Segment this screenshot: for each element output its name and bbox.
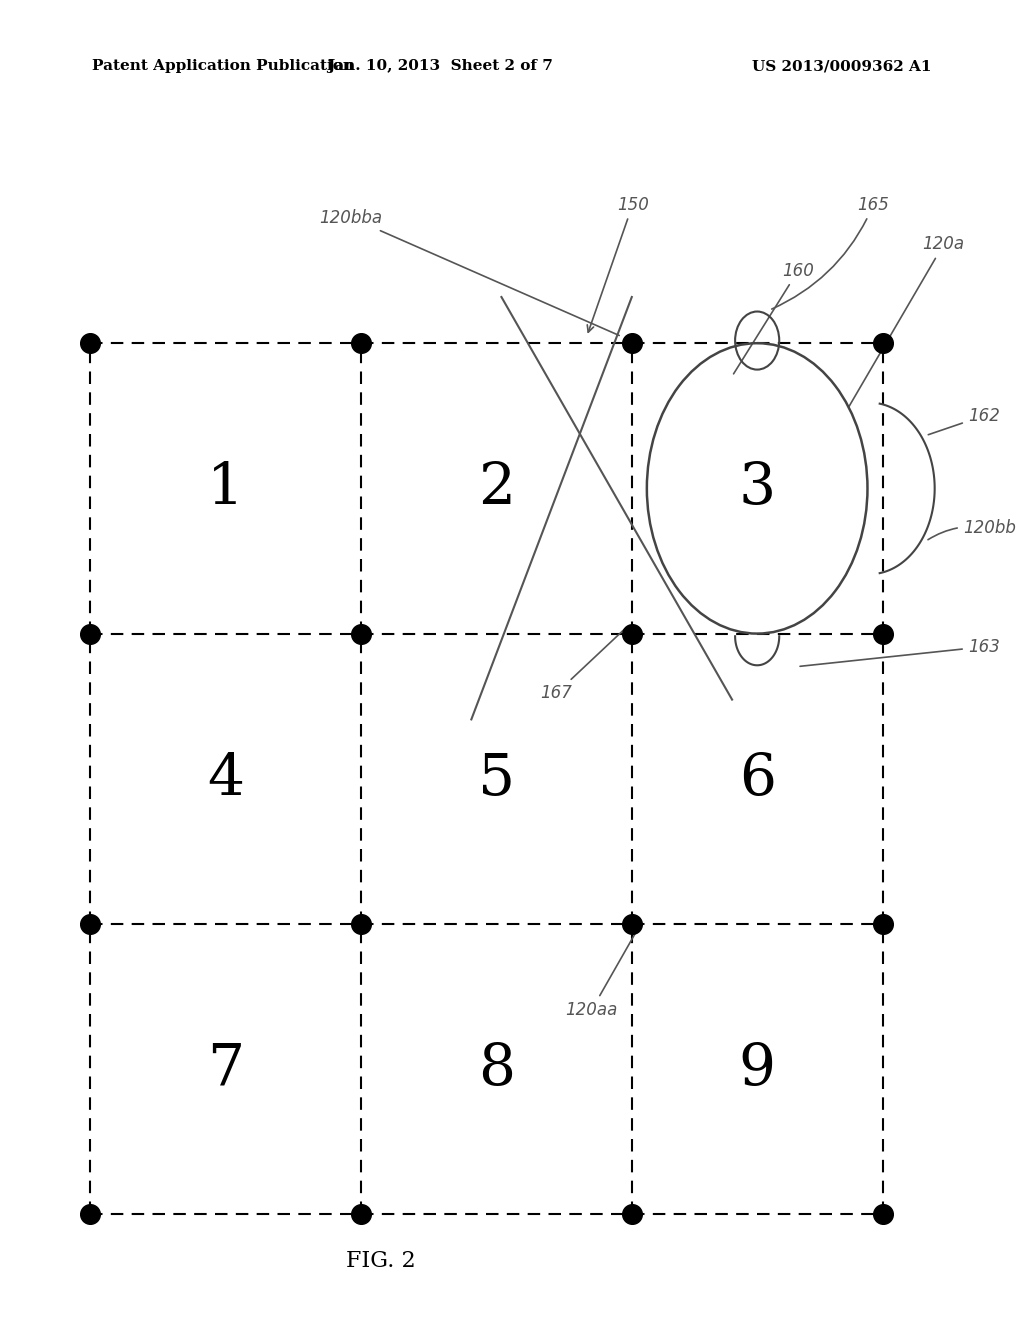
Point [82,333,98,354]
Text: 120bba: 120bba [319,209,620,335]
Point [874,623,891,644]
Point [82,1204,98,1225]
Text: 6: 6 [738,751,775,807]
Text: 5: 5 [478,751,515,807]
Point [624,623,640,644]
Point [82,623,98,644]
Text: 120a: 120a [849,235,965,407]
Text: 7: 7 [207,1041,244,1097]
Text: 150: 150 [587,195,648,333]
Text: 1: 1 [207,461,244,516]
Text: 160: 160 [733,261,814,374]
Text: Jan. 10, 2013  Sheet 2 of 7: Jan. 10, 2013 Sheet 2 of 7 [328,59,553,74]
Text: 120bb: 120bb [928,519,1016,540]
Point [874,333,891,354]
Point [624,1204,640,1225]
Point [353,913,370,935]
Point [624,333,640,354]
Point [82,913,98,935]
Text: FIG. 2: FIG. 2 [346,1250,416,1271]
Text: US 2013/0009362 A1: US 2013/0009362 A1 [753,59,932,74]
Text: 4: 4 [207,751,244,807]
Text: 163: 163 [800,638,999,667]
Text: 9: 9 [738,1041,775,1097]
Point [353,1204,370,1225]
Point [353,333,370,354]
Point [874,1204,891,1225]
Point [353,623,370,644]
Text: 3: 3 [738,461,776,516]
Text: 162: 162 [929,407,999,434]
Text: Patent Application Publication: Patent Application Publication [92,59,354,74]
Text: 8: 8 [478,1041,515,1097]
Text: 120aa: 120aa [565,933,636,1019]
Point [624,913,640,935]
Point [874,913,891,935]
Text: 2: 2 [478,461,515,516]
Text: 165: 165 [772,195,889,309]
Text: 167: 167 [541,628,625,702]
